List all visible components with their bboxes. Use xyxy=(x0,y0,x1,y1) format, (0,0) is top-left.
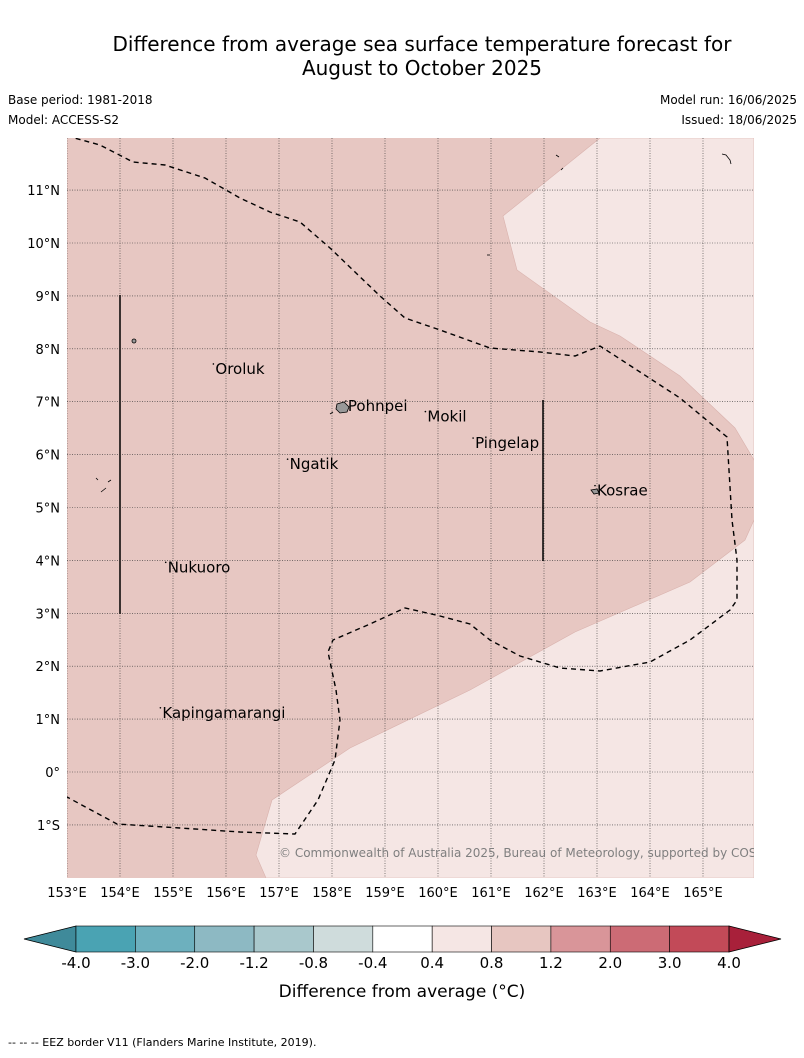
place-label: Oroluk xyxy=(215,360,264,378)
longitude-label: 158°E xyxy=(312,886,352,901)
latitude-label: 10°N xyxy=(27,237,60,252)
colorbar: -4.0 -3.0 -2.0 -1.2 -0.8 -0.4 0.4 0.8 1.2 2.0 3.0 4… xyxy=(23,925,782,972)
place-label: Pohnpei xyxy=(348,397,408,415)
colorbar-bin xyxy=(253,925,314,953)
copyright-text: © Commonwealth of Australia 2025, Bureau… xyxy=(279,846,784,860)
place-marker xyxy=(594,484,596,487)
latitude-label: 5°N xyxy=(36,502,61,517)
title-line-1: Difference from average sea surface temp… xyxy=(112,32,732,56)
place-marker xyxy=(424,410,427,413)
latitude-label: 9°N xyxy=(36,290,61,305)
colorbar-tick-label: -1.2 xyxy=(239,954,268,972)
longitude-label: 160°E xyxy=(418,886,458,901)
colorbar-bin xyxy=(313,925,374,953)
issued-date: Issued: 18/06/2025 xyxy=(681,113,797,127)
latitude-label: 0° xyxy=(45,766,60,781)
place-marker xyxy=(159,707,162,709)
colorbar-title: Difference from average (°C) xyxy=(279,982,526,1002)
place-marker xyxy=(345,400,347,402)
latitude-label: 11°N xyxy=(27,184,60,199)
colorbar-bin xyxy=(431,925,492,953)
colorbar-bin xyxy=(194,925,255,953)
longitude-label: 157°E xyxy=(259,886,299,901)
place-label: Pingelap xyxy=(475,434,539,452)
longitude-label: 154°E xyxy=(100,886,140,901)
place-marker xyxy=(472,437,474,439)
longitude-label: 153°E xyxy=(47,886,87,901)
map-title: Difference from average sea surface temp… xyxy=(0,32,804,80)
colorbar-tick-label: 2.0 xyxy=(598,954,622,972)
longitude-labels: 153°E 154°E 155°E 156°E 157°E 158°E 159°E 160°E… xyxy=(47,886,723,901)
latitude-label: 8°N xyxy=(36,343,61,358)
island-sapwuahfik xyxy=(131,338,137,344)
latitude-label: 4°N xyxy=(36,554,61,569)
latitude-label: 3°N xyxy=(36,607,61,622)
place-label: Mokil xyxy=(427,408,466,426)
eez-border xyxy=(67,138,738,835)
island-northeast xyxy=(721,153,732,165)
colorbar-extend-high xyxy=(728,925,782,953)
model-name: Model: ACCESS-S2 xyxy=(8,113,120,127)
longitude-label: 162°E xyxy=(524,886,564,901)
longitude-label: 161°E xyxy=(471,886,511,901)
colorbar-tick-label: 0.4 xyxy=(420,954,444,972)
place-marker xyxy=(286,458,289,460)
island-north xyxy=(555,154,564,171)
latitude-label: 1°N xyxy=(36,713,61,728)
colorbar-bin xyxy=(609,925,670,953)
place-marker xyxy=(212,363,215,365)
colorbar-tick-label: 4.0 xyxy=(717,954,741,972)
colorbar-tick-label: 0.8 xyxy=(480,954,504,972)
colorbar-tick-label: 1.2 xyxy=(539,954,563,972)
island-ant xyxy=(329,411,334,415)
place-labels: Oroluk Pohnpei Mokil Pingelap Ngatik Kosrae Nu… xyxy=(159,360,648,722)
colorbar-bin xyxy=(135,925,196,953)
colorbar-bin xyxy=(550,925,611,953)
islands xyxy=(95,153,732,495)
colorbar-tick-label: -4.0 xyxy=(61,954,90,972)
place-label: Nukuoro xyxy=(168,558,231,576)
place-label: Kapingamarangi xyxy=(162,704,285,722)
latitude-label: 7°N xyxy=(36,396,61,411)
island-pohnpei xyxy=(335,401,350,414)
place-marker xyxy=(164,561,167,564)
latitude-labels: 11°N 10°N 9°N 8°N 7°N 6°N 5°N 4°N 3°N 2°N 1°N 0° 1°S xyxy=(27,184,60,834)
colorbar-extend-low xyxy=(23,925,77,953)
title-line-2: August to October 2025 xyxy=(301,56,543,80)
eez-footnote: -- -- -- EEZ border V11 (Flanders Marine… xyxy=(8,1036,317,1049)
colorbar-bin xyxy=(669,925,730,953)
colorbar-tick-label: -3.0 xyxy=(121,954,150,972)
longitude-label: 165°E xyxy=(683,886,723,901)
longitude-label: 156°E xyxy=(206,886,246,901)
colorbar-tick-label: -0.4 xyxy=(358,954,387,972)
model-run: Model run: 16/06/2025 xyxy=(659,93,797,107)
colorbar-tick-label: -2.0 xyxy=(180,954,209,972)
anomaly-region-0.4-0.8-south xyxy=(255,519,754,878)
island-oroluk-reef xyxy=(95,477,112,493)
longitude-label: 164°E xyxy=(630,886,670,901)
colorbar-tick-label: 3.0 xyxy=(658,954,682,972)
map-figure: Oroluk Pohnpei Mokil Pingelap Ngatik Kosrae Nu… xyxy=(23,138,784,1002)
colorbar-bin xyxy=(372,925,433,953)
colorbar-tick-label: -0.8 xyxy=(299,954,328,972)
colorbar-bin xyxy=(75,925,136,953)
longitude-label: 155°E xyxy=(153,886,193,901)
place-label: Kosrae xyxy=(597,482,648,500)
latitude-label: 6°N xyxy=(36,449,61,464)
longitude-label: 159°E xyxy=(365,886,405,901)
island-kosrae xyxy=(590,488,600,495)
place-label: Ngatik xyxy=(290,455,339,473)
base-period: Base period: 1981-2018 xyxy=(8,93,153,107)
longitude-label: 163°E xyxy=(577,886,617,901)
colorbar-bin xyxy=(491,925,552,953)
latitude-label: 1°S xyxy=(37,819,60,834)
latitude-label: 2°N xyxy=(36,660,61,675)
map-area: Oroluk Pohnpei Mokil Pingelap Ngatik Kosrae Nu… xyxy=(67,138,784,878)
